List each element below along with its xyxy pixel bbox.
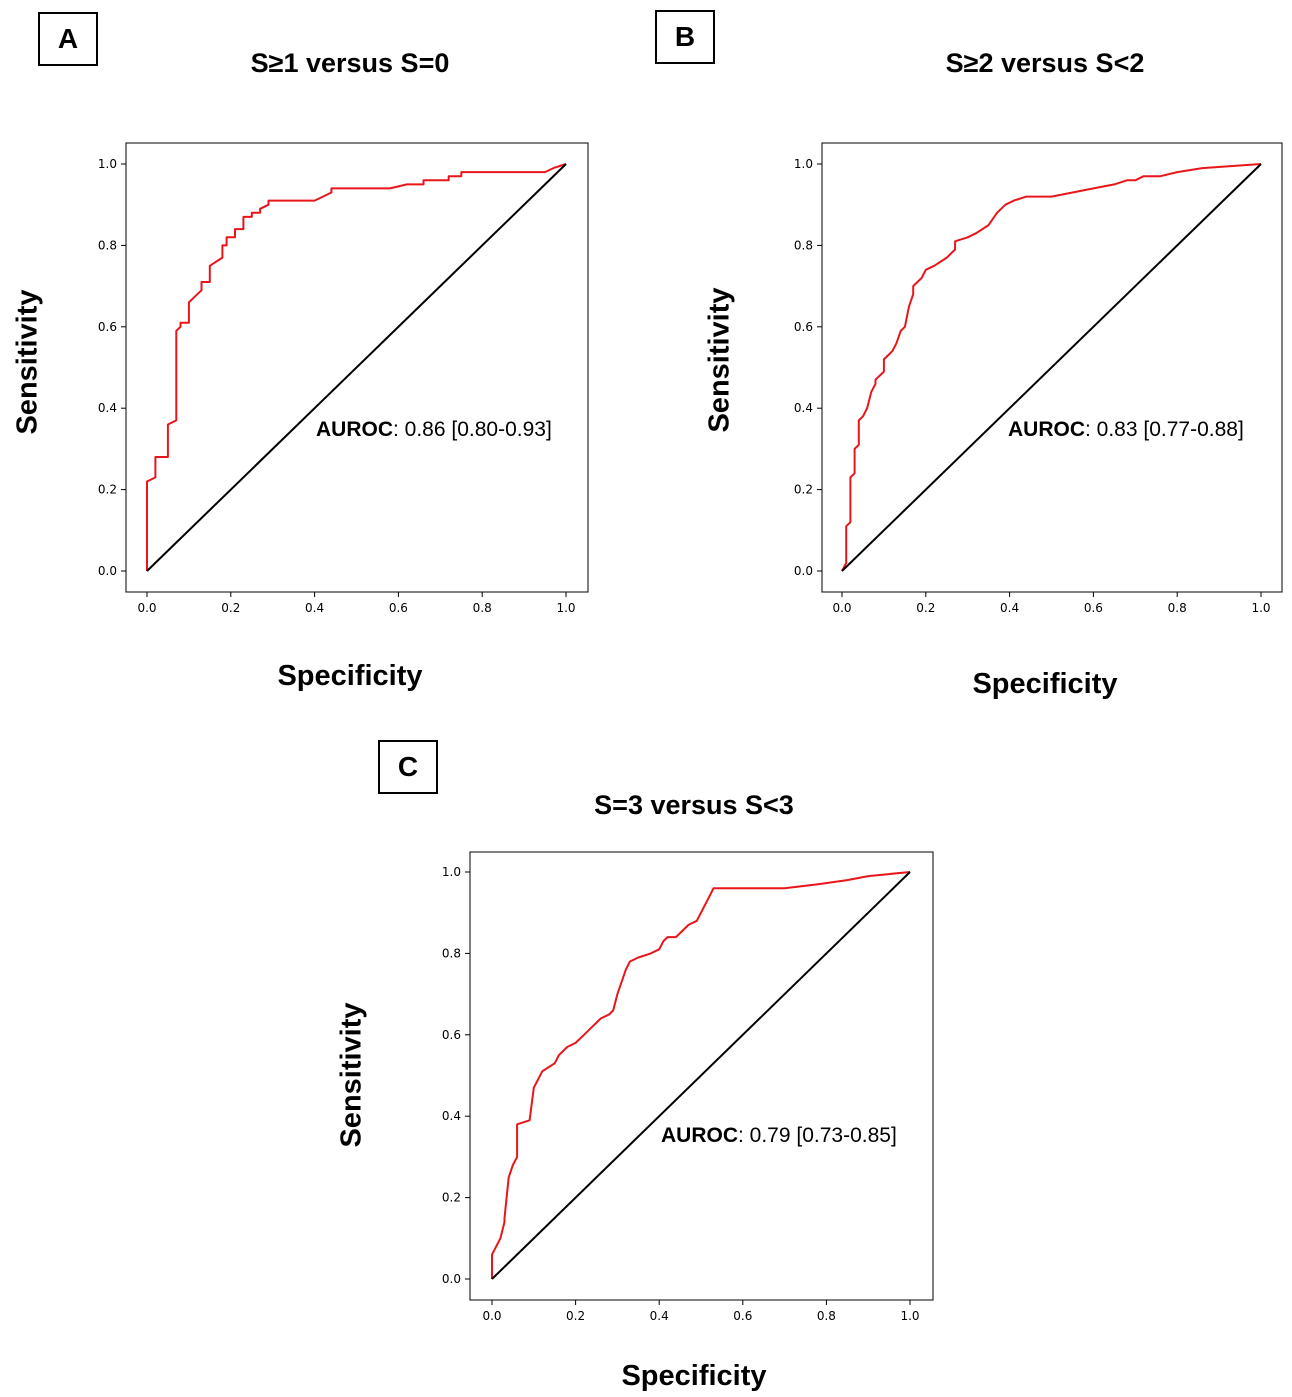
x-tick-label: 0.6 xyxy=(1084,601,1103,615)
x-tick-label: 0.2 xyxy=(566,1309,585,1323)
panel-a-label: A xyxy=(38,12,98,66)
x-tick-label: 0.8 xyxy=(1168,601,1187,615)
y-tick-label: 0.8 xyxy=(794,238,813,252)
plot-frame xyxy=(821,142,1283,593)
x-tick-label: 0.0 xyxy=(137,601,156,615)
auroc-value: : 0.79 [0.73-0.85] xyxy=(738,1124,897,1147)
x-tick-label: 0.2 xyxy=(221,601,240,615)
y-tick-label: 0.8 xyxy=(98,238,117,252)
auroc-value: : 0.83 [0.77-0.88] xyxy=(1085,418,1244,441)
y-tick-label: 0.4 xyxy=(98,401,117,415)
x-tick-label: 0.6 xyxy=(389,601,408,615)
roc-curve xyxy=(146,163,567,571)
y-tick-label: 0.6 xyxy=(794,320,813,334)
y-tick-label: 0.0 xyxy=(794,564,813,578)
y-tick-label: 1.0 xyxy=(794,157,813,171)
y-tick-label: 1.0 xyxy=(442,865,461,879)
plot-frame xyxy=(125,142,589,593)
y-tick-label: 1.0 xyxy=(98,157,117,171)
x-tick-label: 1.0 xyxy=(556,601,575,615)
x-tick-label: 0.4 xyxy=(305,601,324,615)
x-tick-label: 0.0 xyxy=(482,1309,501,1323)
y-tick-label: 0.4 xyxy=(794,401,813,415)
y-tick-label: 0.0 xyxy=(442,1272,461,1286)
panel-a-xlabel: Specificity xyxy=(277,660,423,692)
x-tick-label: 0.8 xyxy=(817,1309,836,1323)
y-tick-label: 0.6 xyxy=(442,1028,461,1042)
x-tick-label: 0.8 xyxy=(473,601,492,615)
auroc-label: AUROC xyxy=(316,418,393,441)
reference-diagonal xyxy=(491,871,911,1280)
auroc-annotation: AUROC: 0.79 [0.73-0.85] xyxy=(661,1124,897,1147)
panel-a-title: S≥1 versus S=0 xyxy=(250,48,450,78)
plot-frame xyxy=(469,851,934,1301)
panel-b-title: S≥2 versus S<2 xyxy=(945,48,1145,78)
auroc-annotation: AUROC: 0.83 [0.77-0.88] xyxy=(1008,418,1244,441)
panel-c-xlabel: Specificity xyxy=(621,1360,767,1392)
auroc-label: AUROC xyxy=(1008,418,1085,441)
y-tick-label: 0.8 xyxy=(442,946,461,960)
y-tick-label: 0.0 xyxy=(98,564,117,578)
x-tick-label: 0.4 xyxy=(650,1309,669,1323)
auroc-value: : 0.86 [0.80-0.93] xyxy=(393,418,552,441)
reference-diagonal xyxy=(146,163,567,572)
x-tick-label: 1.0 xyxy=(900,1309,919,1323)
x-tick-label: 0.2 xyxy=(916,601,935,615)
reference-diagonal xyxy=(841,163,1262,572)
x-tick-label: 0.4 xyxy=(1000,601,1019,615)
y-tick-label: 0.2 xyxy=(98,483,117,497)
panel-c-title: S=3 versus S<3 xyxy=(594,790,794,820)
y-tick-label: 0.2 xyxy=(794,483,813,497)
x-tick-label: 0.0 xyxy=(832,601,851,615)
panel-b-xlabel: Specificity xyxy=(972,668,1118,700)
x-tick-label: 0.6 xyxy=(733,1309,752,1323)
y-tick-label: 0.6 xyxy=(98,320,117,334)
x-tick-label: 1.0 xyxy=(1251,601,1270,615)
panel-b-label: B xyxy=(655,10,715,64)
auroc-label: AUROC xyxy=(661,1124,738,1147)
panel-c-label: C xyxy=(378,740,438,794)
roc-curve xyxy=(491,871,911,1279)
roc-curve xyxy=(841,163,1262,572)
y-tick-label: 0.4 xyxy=(442,1109,461,1123)
y-tick-label: 0.2 xyxy=(442,1191,461,1205)
auroc-annotation: AUROC: 0.86 [0.80-0.93] xyxy=(316,418,552,441)
